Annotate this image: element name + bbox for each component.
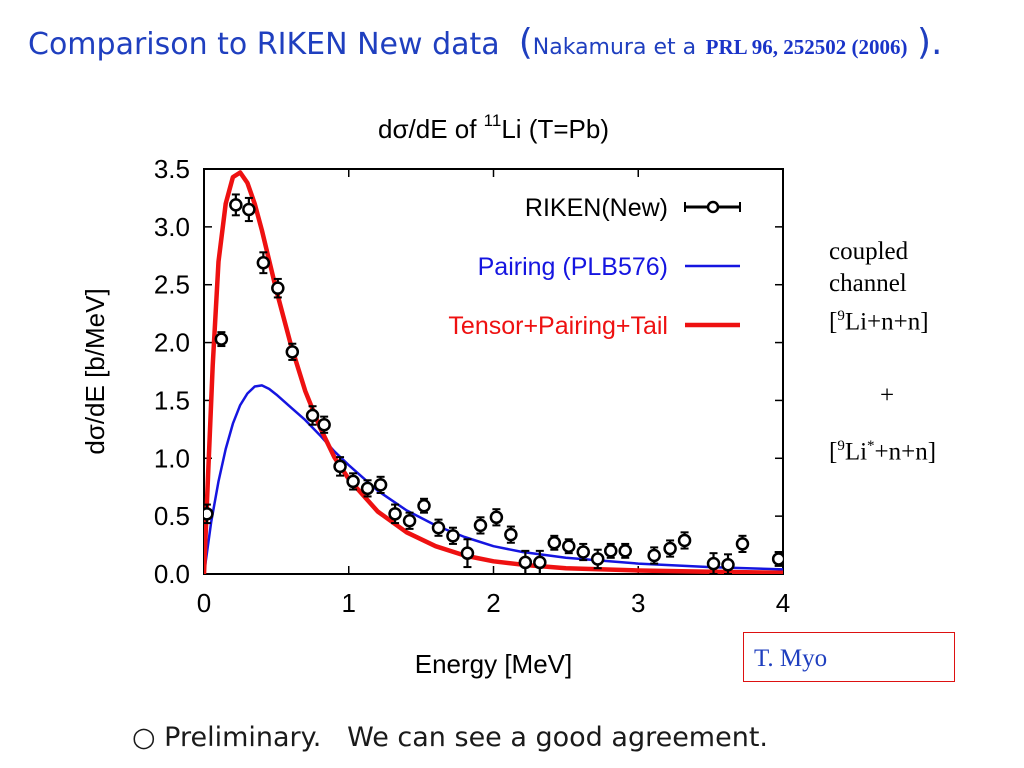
footer-note: ○ Preliminary. We can see a good agreeme…	[132, 722, 768, 753]
y-tick-label: 0.0	[154, 559, 190, 589]
data-point	[431, 520, 446, 535]
data-point	[204, 507, 214, 521]
footer-text: Preliminary. We can see a good agreement…	[164, 722, 769, 753]
footer-bullet: ○	[132, 722, 156, 753]
side-note: coupled channel [9Li+n+n]	[829, 236, 929, 338]
data-point	[256, 255, 271, 270]
y-axis-label: dσ/dE [b/MeV]	[80, 288, 110, 454]
data-point	[229, 198, 243, 212]
author-name: T. Myo	[754, 645, 828, 672]
data-point	[547, 536, 562, 550]
data-point	[317, 417, 331, 432]
y-tick-label: 2.5	[154, 270, 190, 300]
x-tick-label: 0	[197, 588, 211, 618]
x-tick-label: 2	[486, 588, 500, 618]
y-tick-label: 2.0	[154, 328, 190, 358]
side-note-line2: channel	[829, 270, 907, 297]
data-point	[214, 332, 229, 346]
side-note-line4: [9Li*+n+n]	[829, 438, 937, 466]
legend-label-2: Tensor+Pairing+Tail	[448, 312, 668, 340]
author-box: T. Myo	[743, 632, 955, 682]
y-tick-label: 0.5	[154, 501, 190, 531]
data-point	[590, 552, 605, 566]
data-point	[603, 544, 618, 558]
data-point	[333, 459, 347, 474]
data-point	[663, 541, 677, 556]
data-point	[721, 557, 735, 572]
series-line-1	[204, 384, 783, 574]
data-point	[373, 478, 388, 492]
data-point	[677, 533, 692, 548]
data-point	[388, 507, 402, 521]
data-point	[305, 408, 320, 423]
legend-label-0: RIKEN(New)	[525, 194, 668, 222]
data-point	[417, 498, 431, 513]
y-tick-label: 1.5	[154, 385, 190, 415]
data-point	[706, 556, 721, 571]
data-point	[771, 552, 783, 566]
data-point	[460, 546, 475, 560]
title-paren-close: ).	[917, 22, 943, 63]
data-point	[285, 345, 300, 359]
title-ref-author: Nakamura et a	[532, 35, 697, 60]
data-point	[271, 281, 285, 295]
data-point	[242, 202, 256, 217]
data-point	[446, 529, 460, 543]
y-tick-label: 3.5	[154, 154, 190, 184]
title-main: Comparison to RIKEN New data	[28, 27, 500, 62]
data-point	[360, 481, 375, 496]
x-tick-label: 1	[342, 588, 356, 618]
data-point	[504, 527, 518, 542]
y-tick-label: 1.0	[154, 443, 190, 473]
data-point	[576, 545, 590, 559]
data-point	[533, 555, 547, 570]
plot-area	[204, 170, 783, 574]
slide-title: Comparison to RIKEN New data (Nakamura e…	[28, 22, 943, 63]
data-point	[647, 548, 661, 563]
title-ref-journal: PRL 96, 252502 (2006)	[705, 35, 908, 59]
side-note-line1: coupled	[829, 238, 909, 265]
data-point	[562, 539, 576, 553]
data-point	[346, 474, 360, 489]
data-point	[473, 518, 488, 533]
data-point	[402, 514, 417, 528]
title-paren-open: (	[518, 22, 533, 63]
x-tick-label: 4	[776, 588, 790, 618]
legend-marker	[706, 200, 720, 214]
y-tick-label: 3.0	[154, 212, 190, 242]
legend-label-1: Pairing (PLB576)	[478, 253, 668, 281]
side-note-line3: [9Li+n+n]	[829, 308, 929, 336]
data-point	[489, 510, 504, 525]
data-point	[618, 544, 632, 558]
side-note-plus: +	[880, 382, 895, 409]
data-point	[735, 537, 750, 551]
x-tick-label: 3	[631, 588, 645, 618]
chart-title: dσ/dE of 11Li (T=Pb)	[378, 111, 609, 144]
x-axis-label: Energy [MeV]	[415, 649, 573, 679]
data-point	[518, 555, 533, 570]
